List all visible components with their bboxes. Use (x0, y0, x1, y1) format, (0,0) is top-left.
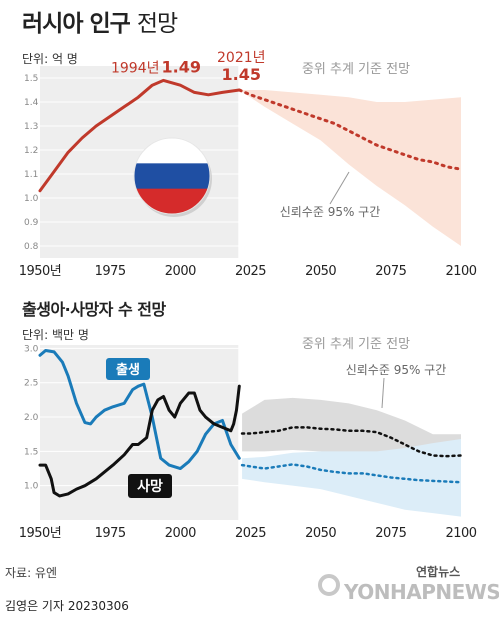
population-chart: 0.8 0.9 1.0 1.1 1.2 1.3 1.4 1.5 1950년 1975 2000 202… (19, 50, 478, 279)
births-deaths-chart: 1.0 1.5 2.0 2.5 3.0 1950년 1975 2000 2025 2050 2075… (19, 337, 478, 541)
population-projection-line (237, 88, 463, 171)
page-title: 러시아 인구 전망 (22, 4, 178, 38)
bottom-unit-label: 단위: 백만 명 (22, 328, 89, 342)
y-tick-label: 0.8 (24, 242, 39, 252)
yonhap-ring-icon (318, 574, 340, 596)
byline: 김영은 기자 20230306 (5, 599, 129, 613)
x-tick-label: 1975 (95, 264, 126, 279)
x-tick-label: 2025 (235, 526, 266, 541)
source-label: 자료: 유엔 (5, 566, 58, 580)
x-tick-label: 1975 (95, 526, 126, 541)
y-tick-label: 2.5 (24, 379, 38, 389)
births-label: 출생 (116, 362, 140, 378)
ci-leader-line (381, 377, 385, 409)
annotation-value: 1.49 (161, 57, 200, 76)
flag-border (133, 137, 211, 215)
y-tick-label: 1.1 (24, 170, 38, 180)
top-unit-label: 단위: 억 명 (22, 52, 78, 66)
ci-leader-line (329, 171, 350, 205)
x-tick-label: 2100 (445, 264, 476, 279)
deaths-history-line (38, 384, 241, 498)
yonhap-logo: 연합뉴스 YONHAPNEWS (318, 560, 499, 610)
y-tick-label: 2.0 (24, 413, 39, 423)
deaths-label-box (128, 474, 172, 498)
confidence-band (239, 90, 461, 246)
x-tick-label: 2000 (165, 526, 196, 541)
logo-english: YONHAPNEWS (344, 580, 499, 604)
y-tick-label: 1.4 (24, 98, 39, 108)
x-tick-label: 2075 (375, 264, 406, 279)
deaths-label: 사망 (137, 478, 163, 495)
y-tick-label: 1.5 (24, 447, 38, 457)
annotation-year: 2021년 (217, 50, 266, 66)
ci-label: 신뢰수준 95% 구간 (280, 205, 381, 219)
births-history-line (38, 348, 241, 471)
flag-stripe (134, 163, 210, 190)
projection-label: 중위 추계 기준 전망 (302, 62, 410, 77)
y-tick-label: 1.2 (24, 146, 38, 156)
title-light: 전망 (136, 11, 178, 37)
x-tick-label: 1950년 (19, 264, 62, 279)
x-tick-label: 2075 (375, 526, 406, 541)
y-tick-label: 3.0 (24, 344, 39, 354)
annotation-value: 1.45 (222, 65, 261, 84)
projection-label: 중위 추계 기준 전망 (302, 337, 410, 352)
y-tick-label: 1.3 (24, 122, 38, 132)
ci-label: 신뢰수준 95% 구간 (346, 363, 447, 377)
x-tick-label: 2050 (305, 264, 336, 279)
y-tick-label: 0.9 (24, 218, 39, 228)
births-deaths-title: 출생아·사망자 수 전망 (22, 300, 166, 319)
deaths-projection-line (240, 426, 463, 458)
population-history-line (38, 78, 241, 193)
y-tick-label: 1.0 (24, 194, 39, 204)
x-tick-label: 2100 (445, 526, 476, 541)
x-tick-label: 2050 (305, 526, 336, 541)
logo-korean: 연합뉴스 (416, 565, 461, 579)
x-tick-label: 2000 (165, 264, 196, 279)
births-projection-line (240, 463, 463, 484)
births-label-box (106, 358, 150, 380)
x-tick-label: 1950년 (19, 526, 62, 541)
annotation-year: 1994년 (111, 60, 160, 76)
x-tick-label: 2025 (235, 264, 266, 279)
title-bold: 러시아 인구 (22, 11, 131, 37)
confidence-band-births (242, 439, 461, 517)
y-tick-label: 1.0 (24, 482, 39, 492)
y-tick-label: 1.5 (24, 74, 38, 84)
